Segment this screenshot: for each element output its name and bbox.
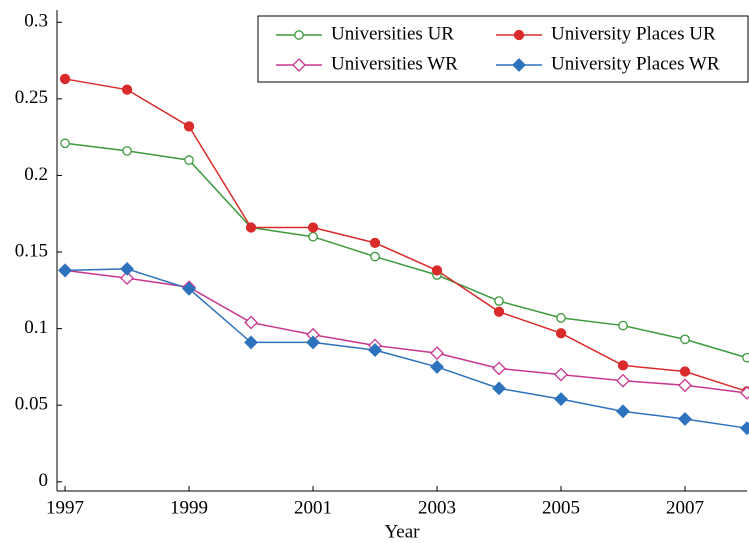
- legend-box: [257, 15, 749, 83]
- marker: [184, 155, 194, 165]
- marker: [492, 361, 506, 376]
- marker: [430, 346, 444, 361]
- y-tick-label: 0: [39, 470, 49, 491]
- marker: [740, 386, 749, 400]
- marker: [183, 121, 195, 132]
- marker: [306, 335, 320, 350]
- marker: [740, 421, 749, 436]
- y-tick-label: 0.1: [24, 317, 48, 338]
- legend: Universities UR University Places UR Unive…: [257, 15, 749, 83]
- marker: [494, 296, 504, 306]
- marker: [60, 138, 70, 149]
- series-line: [64, 78, 748, 393]
- series-line: [65, 268, 748, 429]
- series-line: [64, 269, 748, 394]
- marker: [369, 237, 381, 248]
- marker: [680, 334, 690, 345]
- marker: [245, 222, 257, 233]
- marker: [370, 251, 380, 262]
- marker: [556, 313, 566, 323]
- legend-label: University Places WR: [551, 53, 720, 74]
- marker: [120, 271, 134, 285]
- marker: [555, 328, 567, 339]
- marker: [307, 222, 319, 233]
- marker: [617, 360, 629, 371]
- y-tick-label: 0.05: [15, 394, 48, 415]
- x-tick-label: 2007: [666, 497, 704, 518]
- x-tick-label: 2005: [542, 497, 580, 518]
- x-tick-label: 2001: [294, 497, 332, 518]
- marker: [121, 84, 133, 95]
- marker: [292, 58, 306, 72]
- marker: [431, 265, 443, 276]
- marker: [742, 352, 749, 363]
- legend-label: Universities WR: [331, 53, 458, 74]
- marker: [58, 263, 72, 278]
- marker: [59, 73, 71, 85]
- y-tick-label: 0.2: [24, 164, 48, 185]
- x-tick-label: 2003: [418, 497, 456, 518]
- marker: [618, 320, 628, 331]
- marker: [294, 30, 304, 40]
- marker: [120, 261, 134, 276]
- y-tick-label: 0.25: [15, 87, 48, 108]
- x-axis-label: Year: [384, 521, 420, 542]
- marker: [430, 360, 444, 374]
- marker: [182, 281, 196, 296]
- legend-label: Universities UR: [331, 23, 454, 44]
- y-tick-label: 0.3: [24, 11, 48, 32]
- series-line: [64, 142, 748, 359]
- x-tick-label: 1997: [46, 497, 84, 518]
- marker: [492, 381, 506, 396]
- marker: [554, 367, 568, 382]
- legend-label: University Places UR: [551, 23, 716, 44]
- marker: [616, 404, 630, 419]
- marker: [513, 29, 525, 41]
- marker: [512, 58, 526, 72]
- marker: [679, 366, 691, 377]
- marker: [244, 315, 258, 330]
- marker: [493, 306, 505, 317]
- marker: [678, 378, 692, 393]
- marker: [678, 412, 692, 426]
- y-tick-label: 0.15: [15, 240, 48, 261]
- marker: [244, 335, 258, 350]
- marker: [368, 343, 382, 357]
- x-tick-label: 1999: [170, 497, 208, 518]
- marker: [308, 231, 318, 242]
- marker: [122, 146, 132, 156]
- marker: [554, 392, 568, 407]
- marker: [616, 373, 630, 388]
